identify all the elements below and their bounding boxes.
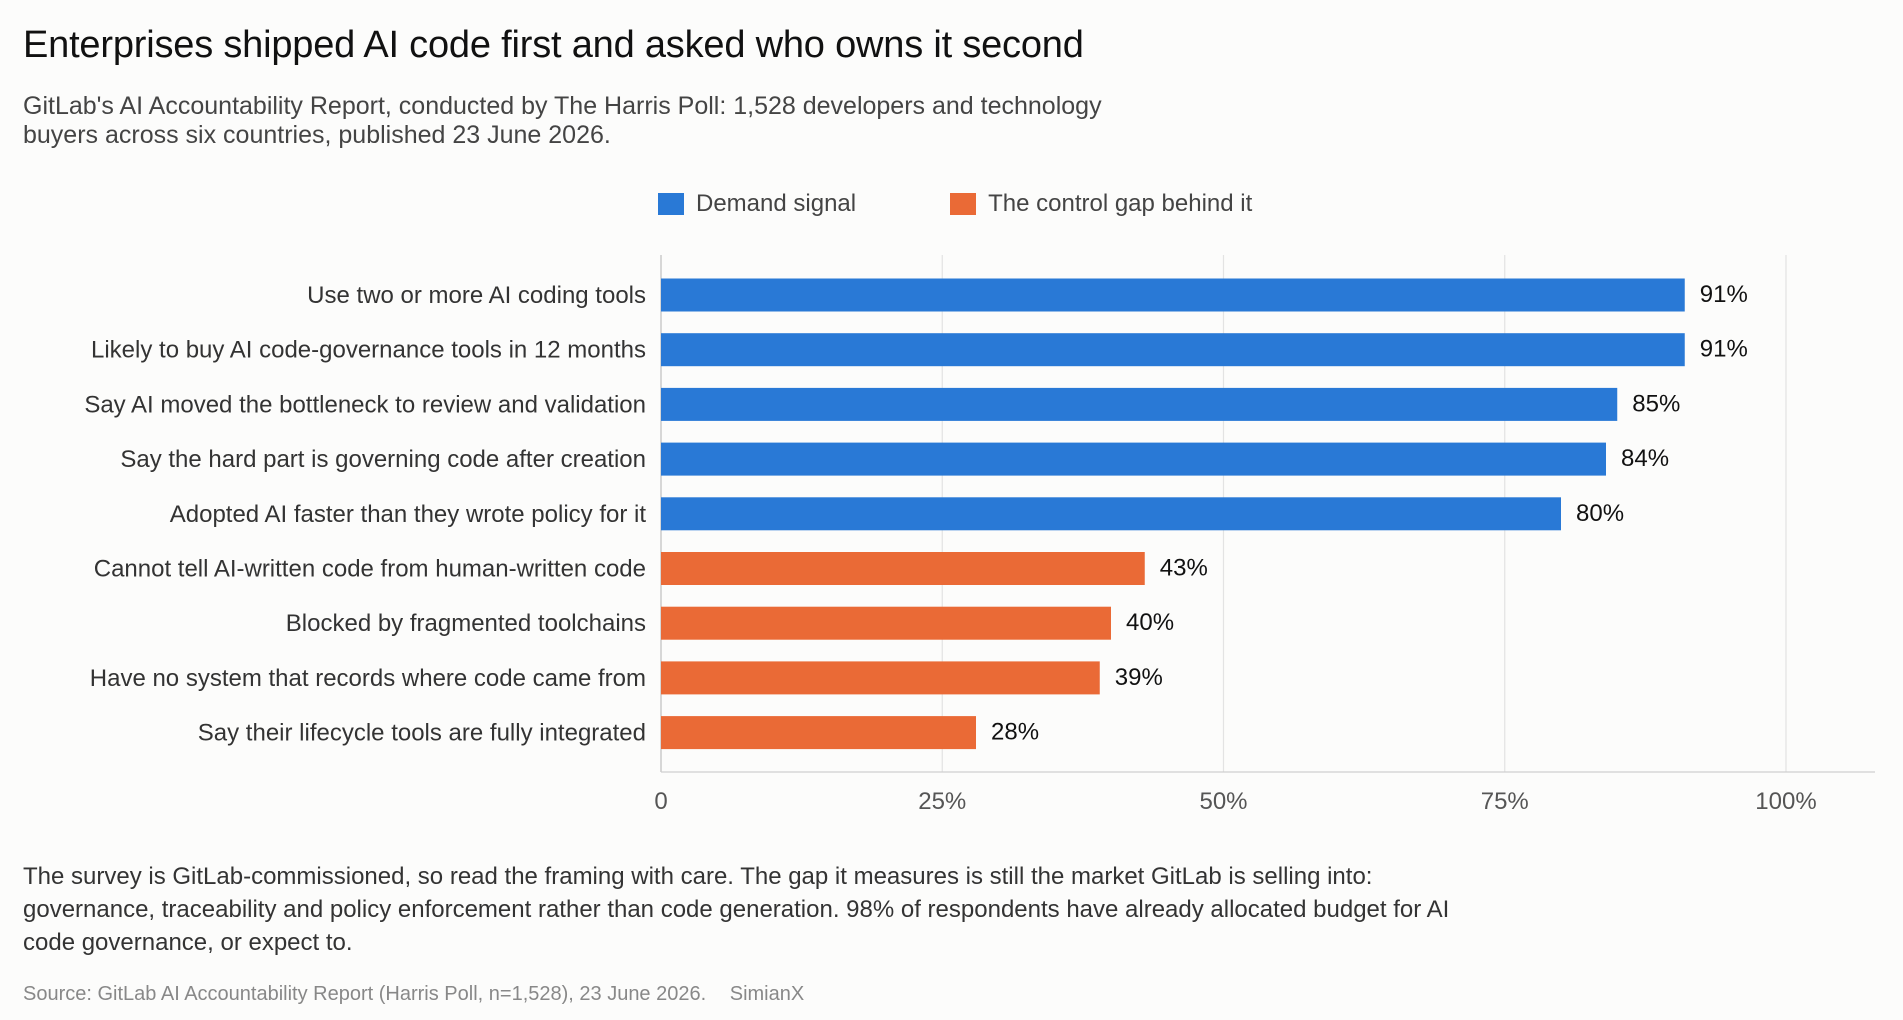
value-label: 80% [1576,500,1624,527]
category-label: Cannot tell AI-written code from human-w… [94,556,646,583]
bar [661,333,1685,367]
chart-title: Enterprises shipped AI code first and as… [23,24,1084,66]
brand-name: SimianX [729,983,805,1005]
value-label: 39% [1115,664,1163,691]
value-label: 91% [1700,336,1748,363]
category-label: Have no system that records where code c… [90,665,646,692]
category-label: Say AI moved the bottleneck to review an… [84,391,646,418]
labels: 0 25% 50% 75% 100% Use two or more AI coding … [84,281,1816,815]
legend-swatch-demand [658,193,684,215]
bar [661,387,1618,421]
value-label: 84% [1621,445,1669,472]
bar [661,552,1145,585]
chart-subtitle: GitLab's AI Accountability Report, condu… [23,92,1102,149]
category-label: Say their lifecycle tools are fully inte… [198,720,646,747]
category-label: Adopted AI faster than they wrote policy… [170,501,647,528]
category-label: Likely to buy AI code-governance tools i… [91,337,646,364]
legend-item-control-gap: The control gap behind it [950,190,1252,218]
bars [661,278,1685,750]
category-label: Say the hard part is governing code afte… [120,446,646,473]
x-tick-label: 25% [918,788,966,815]
bar [661,661,1100,695]
bar-chart: 0 25% 50% 75% 100% Use two or more AI coding … [84,255,1875,815]
legend-swatch-control-gap [950,193,977,215]
footnote: The survey is GitLab-commissioned, so re… [23,863,1450,956]
x-tick-label: 0 [654,788,667,815]
source-line: Source: GitLab AI Accountability Report … [23,983,804,1006]
legend: Demand signal The control gap behind it [658,190,1346,218]
bar [661,716,976,750]
bar [661,606,1111,640]
category-label: Use two or more AI coding tools [307,282,646,309]
legend-item-demand: Demand signal [658,190,856,218]
source-text: Source: GitLab AI Accountability Report … [23,983,707,1005]
value-label: 91% [1700,281,1748,308]
category-label: Blocked by fragmented toolchains [286,610,646,637]
x-tick-label: 100% [1755,788,1816,815]
legend-label-demand: Demand signal [696,190,857,217]
x-tick-label: 50% [1199,788,1247,815]
value-label: 28% [991,719,1039,746]
value-label: 85% [1632,390,1680,417]
legend-label-control-gap: The control gap behind it [988,190,1253,217]
value-label: 43% [1160,555,1208,582]
x-tick-label: 75% [1481,788,1529,815]
bar [661,497,1561,531]
bar [661,442,1606,476]
value-label: 40% [1126,609,1174,636]
bar [661,278,1685,312]
